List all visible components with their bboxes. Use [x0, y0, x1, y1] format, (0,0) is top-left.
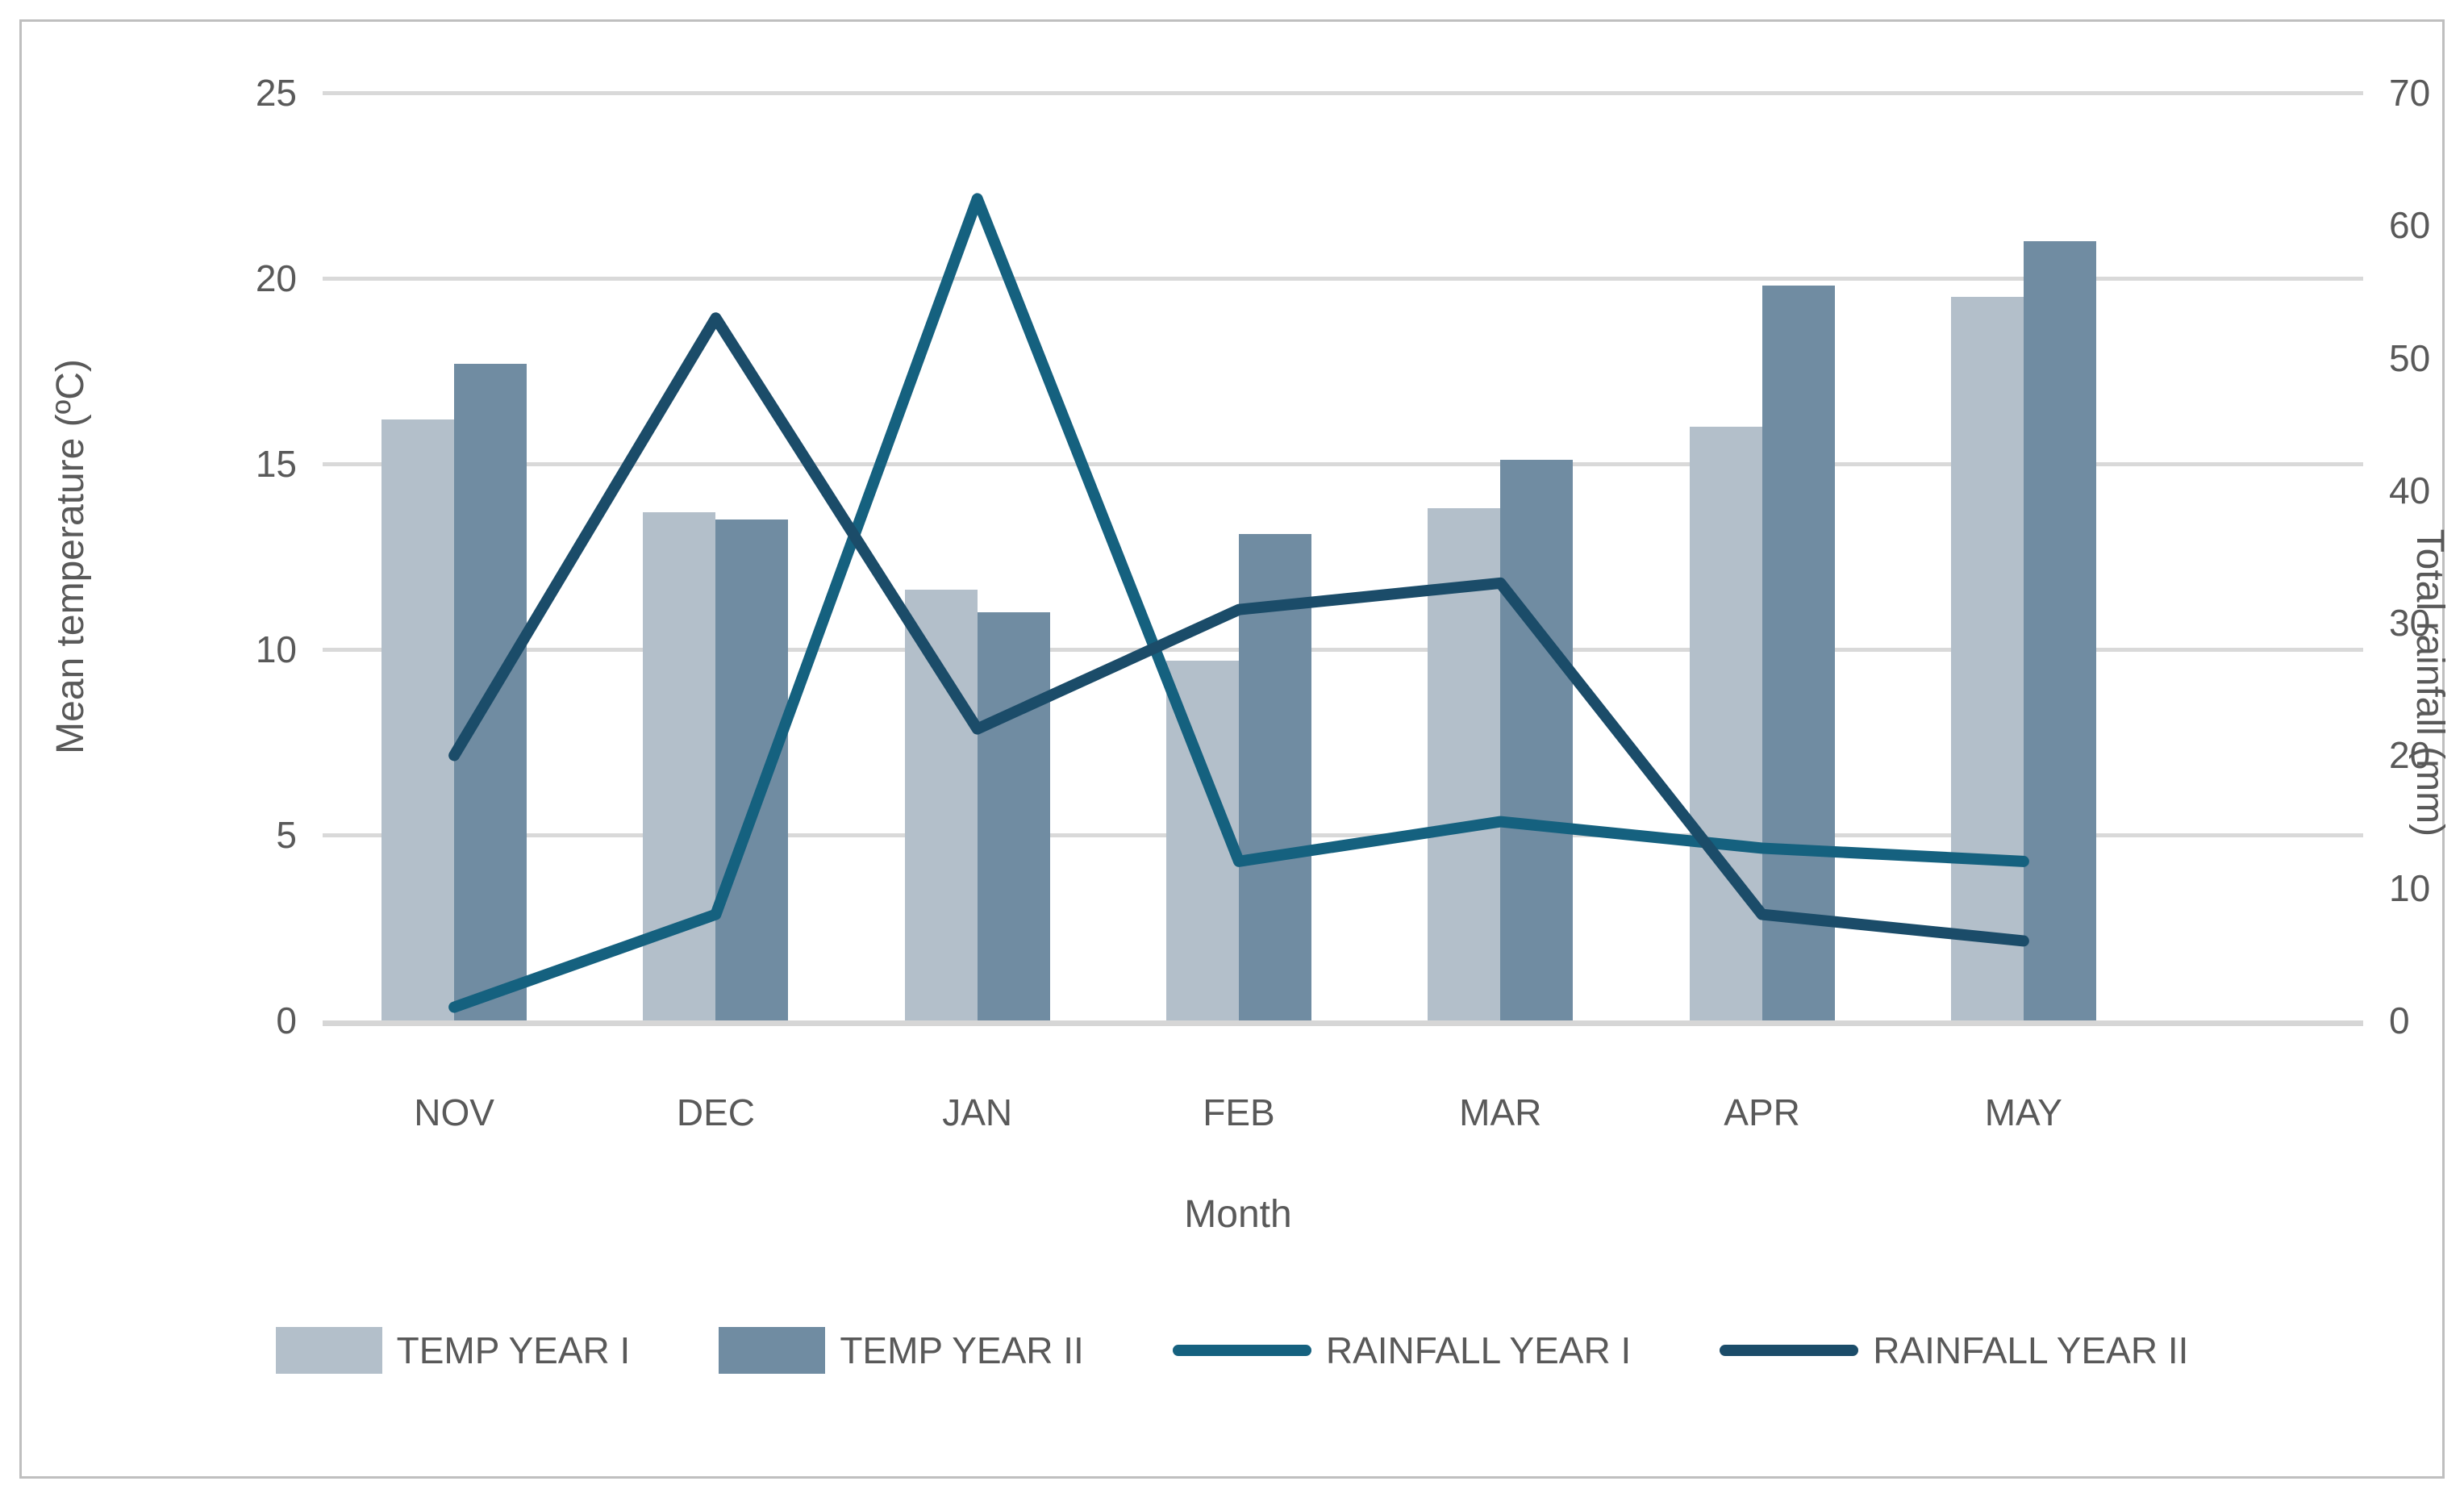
- right-tick-label-30: 30: [2389, 602, 2431, 645]
- right-tick-label-70: 70: [2389, 72, 2431, 114]
- legend-label-temp-year-ii: TEMP YEAR II: [840, 1329, 1084, 1371]
- legend-item-temp-year-i: TEMP YEAR I: [275, 1327, 631, 1374]
- right-tick-label-20: 20: [2389, 734, 2431, 777]
- gridline: [323, 833, 2363, 837]
- legend-swatch-rainfall-year-ii: [1720, 1345, 1859, 1356]
- bar-temp-year-ii-mar: [1500, 460, 1574, 1020]
- legend-swatch-temp-year-ii: [719, 1327, 826, 1374]
- right-tick-label-50: 50: [2389, 336, 2431, 379]
- legend-item-rainfall-year-ii: RAINFALL YEAR II: [1720, 1329, 2188, 1372]
- line-rainfall-year-i: [448, 193, 2029, 1013]
- category-label-feb: FEB: [1203, 1091, 1275, 1133]
- category-label-nov: NOV: [414, 1091, 494, 1133]
- chart-legend: TEMP YEAR I TEMP YEAR II RAINFALL YEAR I RA…: [0, 1327, 2464, 1374]
- right-axis-title: Total rainfall (mm): [2408, 528, 2451, 837]
- category-label-mar: MAR: [1459, 1091, 1542, 1133]
- x-axis-line: [323, 1020, 2363, 1026]
- gridline: [323, 91, 2363, 95]
- legend-item-temp-year-ii: TEMP YEAR II: [719, 1327, 1084, 1374]
- legend-swatch-rainfall-year-i: [1172, 1345, 1311, 1356]
- left-axis-title: Mean temperature (ºC): [49, 359, 92, 754]
- left-tick-label-10: 10: [255, 628, 297, 670]
- left-tick-label-15: 15: [255, 443, 297, 485]
- legend-swatch-temp-year-i: [275, 1327, 382, 1374]
- left-tick-label-25: 25: [255, 72, 297, 114]
- bar-temp-year-ii-jan: [977, 612, 1050, 1020]
- bar-temp-year-i-may: [1950, 297, 2024, 1020]
- bar-temp-year-ii-dec: [715, 520, 789, 1020]
- left-tick-label-0: 0: [276, 999, 297, 1041]
- legend-label-rainfall-year-ii: RAINFALL YEAR II: [1873, 1329, 2189, 1371]
- bar-temp-year-ii-may: [2023, 241, 2096, 1020]
- line-rainfall-year-ii: [448, 312, 2029, 947]
- bar-temp-year-ii-feb: [1239, 534, 1311, 1020]
- category-label-may: MAY: [1984, 1091, 2062, 1133]
- category-label-dec: DEC: [676, 1091, 755, 1133]
- legend-item-rainfall-year-i: RAINFALL YEAR I: [1172, 1329, 1632, 1372]
- gridline: [323, 648, 2363, 652]
- right-tick-label-60: 60: [2389, 204, 2431, 247]
- gridline: [323, 462, 2363, 466]
- category-label-apr: APR: [1724, 1091, 1800, 1133]
- left-tick-label-5: 5: [276, 814, 297, 856]
- left-tick-label-20: 20: [255, 257, 297, 299]
- bar-temp-year-i-apr: [1689, 427, 1762, 1020]
- right-tick-label-40: 40: [2389, 469, 2431, 511]
- bar-temp-year-i-nov: [381, 419, 455, 1020]
- legend-label-temp-year-i: TEMP YEAR I: [396, 1329, 631, 1371]
- right-tick-label-10: 10: [2389, 866, 2431, 909]
- right-tick-label-0: 0: [2389, 999, 2410, 1041]
- gridline: [323, 277, 2363, 281]
- legend-label-rainfall-year-i: RAINFALL YEAR I: [1325, 1329, 1632, 1371]
- category-label-jan: JAN: [942, 1091, 1013, 1133]
- bar-temp-year-ii-apr: [1761, 286, 1835, 1020]
- plot-area: [323, 91, 2363, 1026]
- x-axis-title: Month: [1184, 1193, 1292, 1236]
- line-series-layer: [448, 193, 2029, 1013]
